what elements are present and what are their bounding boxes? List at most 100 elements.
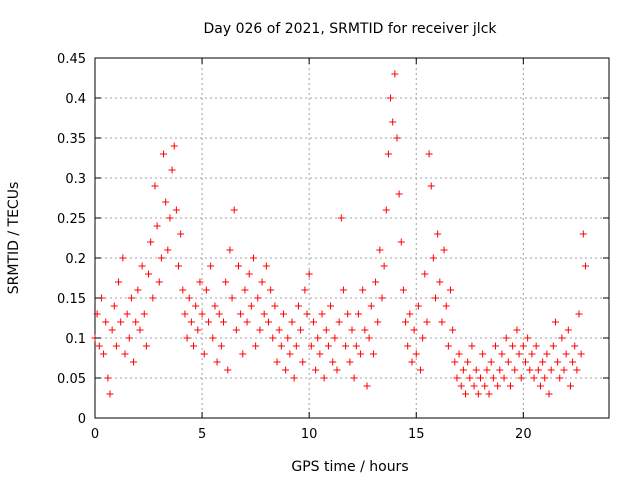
data-point [419, 334, 427, 342]
data-point [348, 326, 356, 334]
data-point [198, 310, 206, 318]
data-point [249, 254, 257, 262]
data-point [213, 358, 221, 366]
data-point [339, 286, 347, 294]
data-point [190, 342, 198, 350]
data-point [164, 246, 172, 254]
y-axis-label: SRMTID / TECUs [6, 182, 22, 295]
data-point [316, 350, 324, 358]
data-point [528, 350, 536, 358]
data-point [402, 318, 410, 326]
data-point [104, 374, 112, 382]
data-point [397, 238, 405, 246]
data-point [372, 278, 380, 286]
axis-ticks: 0 5 10 15 20 0 0.05 0.1 0.15 0.2 0.25 0.3 0.35 0.4 0.4… [57, 52, 609, 442]
data-point [142, 342, 150, 350]
data-point [239, 350, 247, 358]
data-point [217, 342, 225, 350]
data-point [121, 350, 129, 358]
data-point [506, 382, 514, 390]
data-point [194, 326, 202, 334]
data-point [292, 342, 300, 350]
data-point [382, 206, 390, 214]
data-point [205, 318, 213, 326]
data-point [106, 390, 114, 398]
data-point [417, 366, 425, 374]
data-point [459, 366, 467, 374]
data-point [393, 134, 401, 142]
y-tick-label: 0.35 [57, 132, 86, 147]
data-point [502, 334, 510, 342]
data-point [432, 294, 440, 302]
data-point [153, 222, 161, 230]
data-point [489, 374, 497, 382]
data-point [361, 326, 369, 334]
data-point [211, 302, 219, 310]
data-point [115, 278, 123, 286]
data-point [477, 374, 484, 382]
data-point [130, 358, 138, 366]
data-point [181, 310, 189, 318]
data-point [314, 334, 322, 342]
data-point [575, 310, 583, 318]
data-point [511, 366, 519, 374]
data-point [256, 326, 264, 334]
data-point [312, 366, 320, 374]
data-point [521, 358, 529, 366]
data-point [168, 166, 176, 174]
data-point [232, 326, 240, 334]
data-point [183, 334, 191, 342]
data-point [342, 342, 350, 350]
data-point [404, 342, 412, 350]
data-point [573, 366, 581, 374]
data-point [136, 326, 144, 334]
data-point [513, 326, 521, 334]
y-tick-label: 0.4 [65, 92, 86, 107]
data-point [558, 334, 566, 342]
data-point [279, 310, 287, 318]
data-point [429, 254, 437, 262]
data-point [170, 142, 178, 150]
data-point [551, 318, 559, 326]
y-tick-label: 0.45 [57, 52, 86, 67]
data-point [179, 286, 187, 294]
data-point [378, 294, 386, 302]
data-point [496, 366, 504, 374]
data-point [230, 206, 238, 214]
data-point [157, 254, 165, 262]
data-point [273, 358, 281, 366]
x-axis-label: GPS time / hours [291, 459, 408, 475]
data-point [333, 366, 341, 374]
data-point [243, 318, 251, 326]
data-point [108, 326, 116, 334]
data-point [93, 310, 101, 318]
grid [95, 58, 609, 418]
data-point [132, 318, 140, 326]
y-tick-label: 0.3 [65, 172, 86, 187]
data-point [579, 230, 587, 238]
data-point [449, 326, 457, 334]
data-point [247, 302, 255, 310]
data-point [177, 230, 185, 238]
data-point [134, 286, 142, 294]
x-tick-label: 15 [408, 427, 425, 442]
data-point [320, 374, 328, 382]
data-point [112, 342, 120, 350]
data-point [155, 278, 163, 286]
data-point [539, 358, 547, 366]
data-point [549, 342, 557, 350]
data-point [509, 342, 517, 350]
data-point [117, 318, 125, 326]
data-point [491, 342, 499, 350]
data-point [275, 326, 283, 334]
data-point [200, 350, 208, 358]
data-point [185, 294, 193, 302]
data-point [138, 262, 146, 270]
data-point [462, 390, 470, 398]
data-point [494, 382, 502, 390]
data-point [305, 270, 313, 278]
data-point [556, 374, 564, 382]
data-point [442, 302, 450, 310]
data-point [196, 278, 204, 286]
